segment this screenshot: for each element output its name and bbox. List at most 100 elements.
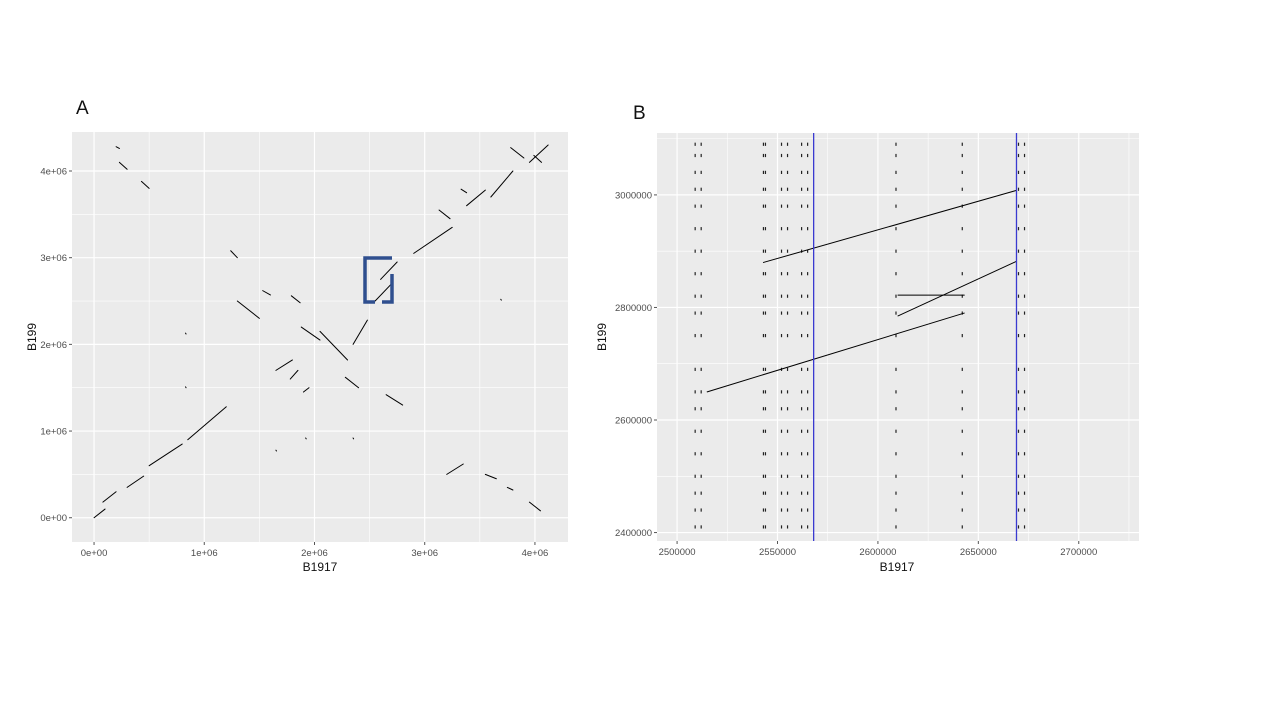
alignment-segment: [140, 180, 150, 189]
dot-mark: [700, 407, 702, 411]
dot-mark: [764, 508, 767, 512]
dot-mark: [786, 142, 789, 146]
dot-mark: [801, 491, 803, 495]
alignment-segment: [236, 300, 260, 319]
dot-mark: [780, 311, 783, 315]
dot-mark: [1017, 170, 1020, 174]
plot-a-segments: [93, 144, 549, 519]
dot-mark: [694, 333, 696, 338]
dot-mark: [807, 311, 809, 315]
dot-mark: [764, 367, 767, 371]
dot-mark: [801, 170, 803, 174]
dot-mark: [1017, 390, 1020, 394]
dot-mark: [801, 390, 803, 394]
alignment-segment: [275, 449, 277, 452]
dot-mark: [801, 452, 803, 456]
dot-mark: [762, 525, 765, 529]
dot-mark: [762, 390, 765, 394]
dot-mark: [807, 429, 809, 433]
dot-mark: [807, 204, 809, 208]
dot-mark: [895, 407, 897, 411]
dot-mark: [764, 170, 767, 174]
dot-mark: [895, 311, 897, 315]
dot-mark: [807, 294, 809, 298]
dot-mark: [807, 227, 809, 231]
dot-mark: [1017, 429, 1020, 433]
x-tick-label: 2600000: [859, 547, 896, 558]
alignment-segment: [102, 491, 117, 503]
dot-mark: [700, 170, 702, 174]
dot-mark: [780, 294, 783, 298]
dot-mark: [764, 525, 767, 529]
dot-mark: [762, 367, 765, 371]
alignment-segment: [385, 394, 404, 406]
dot-mark: [1023, 311, 1026, 315]
dot-mark: [694, 452, 696, 456]
dot-mark: [1023, 204, 1026, 208]
dot-mark: [1023, 407, 1026, 411]
x-tick-label: 2700000: [1060, 547, 1097, 558]
dot-mark: [895, 390, 897, 394]
dot-mark: [700, 311, 702, 315]
dot-mark: [694, 474, 696, 478]
dot-mark: [1023, 333, 1026, 338]
dot-mark: [801, 187, 803, 191]
dot-mark: [780, 142, 783, 146]
alignment-segment: [118, 161, 128, 170]
alignment-segment: [305, 437, 307, 440]
dot-mark: [1017, 227, 1020, 231]
dot-mark: [961, 311, 963, 315]
dot-mark: [694, 407, 696, 411]
alignment-segment: [352, 319, 368, 345]
dot-mark: [764, 153, 767, 158]
plot-b-grid: [657, 133, 1139, 541]
dot-mark: [961, 187, 963, 191]
dot-mark: [762, 204, 765, 208]
dot-mark: [1023, 367, 1026, 371]
dot-mark: [895, 249, 897, 253]
dot-mark: [764, 249, 767, 253]
plot-a-y-axis-title: B199: [25, 323, 39, 351]
y-tick-label: 2600000: [615, 416, 652, 427]
alignment-segment: [185, 332, 187, 335]
dot-mark: [700, 474, 702, 478]
dot-mark: [807, 508, 809, 512]
alignment-segment: [352, 437, 355, 440]
dot-mark: [1023, 170, 1026, 174]
dot-mark: [895, 367, 897, 371]
dot-mark: [694, 272, 696, 276]
dot-mark: [700, 367, 702, 371]
dot-mark: [764, 452, 767, 456]
dot-mark: [1023, 272, 1026, 276]
panel-label-a: A: [76, 98, 89, 119]
dot-mark: [1017, 491, 1020, 495]
dot-mark: [895, 142, 897, 146]
dot-mark: [700, 272, 702, 276]
dot-mark: [895, 272, 897, 276]
dot-mark: [961, 294, 963, 298]
dot-mark: [694, 170, 696, 174]
dot-mark: [895, 227, 897, 231]
dot-mark: [700, 508, 702, 512]
dot-mark: [700, 187, 702, 191]
dot-mark: [895, 170, 897, 174]
dot-mark: [1023, 452, 1026, 456]
dot-mark: [961, 452, 963, 456]
dot-mark: [801, 294, 803, 298]
dot-mark: [895, 474, 897, 478]
dot-mark: [801, 153, 803, 158]
dot-mark: [807, 491, 809, 495]
dot-mark: [1023, 249, 1026, 253]
dot-mark: [694, 367, 696, 371]
dot-mark: [1017, 333, 1020, 338]
dot-mark: [694, 227, 696, 231]
x-tick-label: 2500000: [659, 547, 696, 558]
alignment-segment: [528, 144, 549, 163]
dot-mark: [961, 407, 963, 411]
dot-mark: [807, 390, 809, 394]
dot-mark: [786, 407, 789, 411]
x-tick-label: 2650000: [960, 547, 997, 558]
alignment-segment: [275, 359, 293, 371]
alignment-segment: [344, 376, 360, 389]
dot-mark: [801, 204, 803, 208]
